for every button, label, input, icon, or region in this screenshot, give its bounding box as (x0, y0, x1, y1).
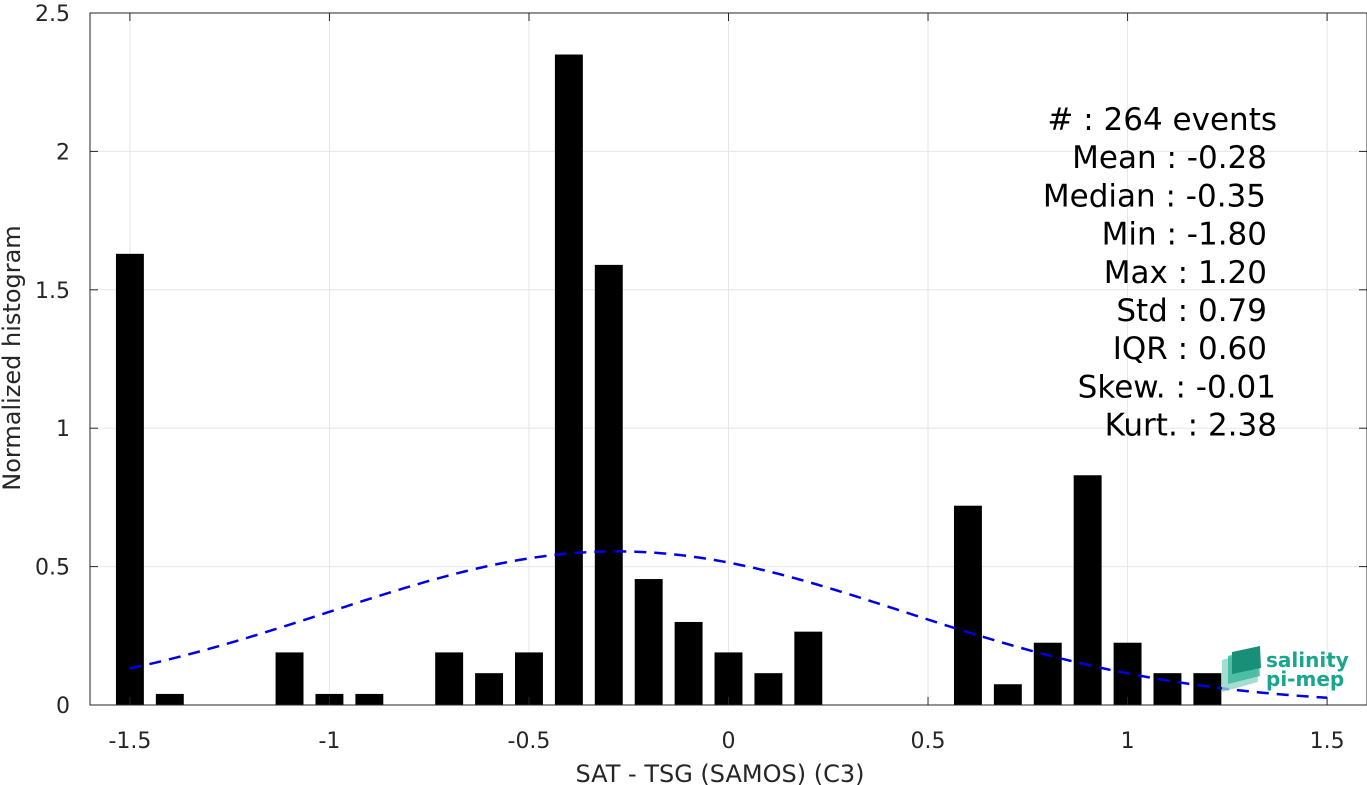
x-axis-label: SAT - TSG (SAMOS) (C3) (576, 760, 865, 785)
histogram-bar (155, 693, 184, 705)
bars-group (115, 54, 1222, 706)
histogram-bar (794, 631, 823, 705)
y-tick-label: 2.5 (35, 2, 70, 27)
logo-line1: salinity (1266, 648, 1349, 672)
histogram-bar (475, 673, 504, 705)
x-tick-label: 1.5 (1310, 729, 1345, 754)
histogram-bar (1193, 673, 1222, 705)
histogram-bar (435, 652, 464, 705)
y-tick-label: 0 (56, 694, 70, 719)
y-tick-label: 1 (56, 417, 70, 442)
y-tick-labels: 0 0.5 1 1.5 2 2.5 (35, 2, 70, 719)
histogram-bar (634, 579, 663, 705)
normal-fit-curve (129, 550, 1328, 700)
histogram-bar (1153, 673, 1182, 705)
y-tick-label: 2 (56, 140, 70, 165)
logo-icon (1222, 646, 1261, 692)
salinity-pi-mep-logo: salinity pi-mep (1222, 646, 1349, 692)
stat-line: IQR : 0.60 (1113, 331, 1267, 367)
x-tick-label: 1 (1121, 729, 1135, 754)
histogram-bar (993, 684, 1022, 705)
x-tick-label: -1.5 (108, 729, 151, 754)
histogram-bar (275, 652, 304, 705)
histogram-bar (355, 693, 384, 705)
x-tick-label: -1 (318, 729, 340, 754)
histogram-bar (594, 264, 623, 705)
stat-line: Mean : -0.28 (1072, 140, 1267, 176)
stat-line: Max : 1.20 (1104, 255, 1267, 291)
x-tick-label: 0.5 (911, 729, 946, 754)
logo-line2: pi-mep (1266, 667, 1344, 691)
histogram-bar (714, 652, 743, 705)
x-tick-label: -0.5 (508, 729, 551, 754)
histogram-bar (953, 505, 982, 705)
histogram-bar (515, 652, 543, 705)
x-tick-label: 0 (722, 729, 736, 754)
histogram-bar (754, 673, 783, 705)
y-tick-label: 0.5 (35, 556, 70, 581)
stat-line: # : 264 events (1047, 102, 1277, 138)
stat-line: Std : 0.79 (1116, 293, 1267, 329)
axes-frame (89, 12, 1367, 706)
x-tick-labels: -1.5 -1 -0.5 0 0.5 1 1.5 (108, 729, 1344, 754)
stat-line: Skew. : -0.01 (1078, 369, 1276, 405)
histogram-bar (674, 621, 703, 705)
stat-line: Median : -0.35 (1043, 178, 1266, 214)
histogram-bar (1073, 475, 1102, 705)
y-tick-label: 1.5 (35, 279, 70, 304)
histogram-bar (1033, 642, 1062, 705)
stat-line: Min : -1.80 (1102, 217, 1267, 253)
y-axis-label: Normalized histogram (0, 225, 26, 490)
histogram-bar (115, 253, 144, 706)
histogram-bar (554, 54, 583, 705)
stat-line: Kurt. : 2.38 (1105, 408, 1277, 444)
